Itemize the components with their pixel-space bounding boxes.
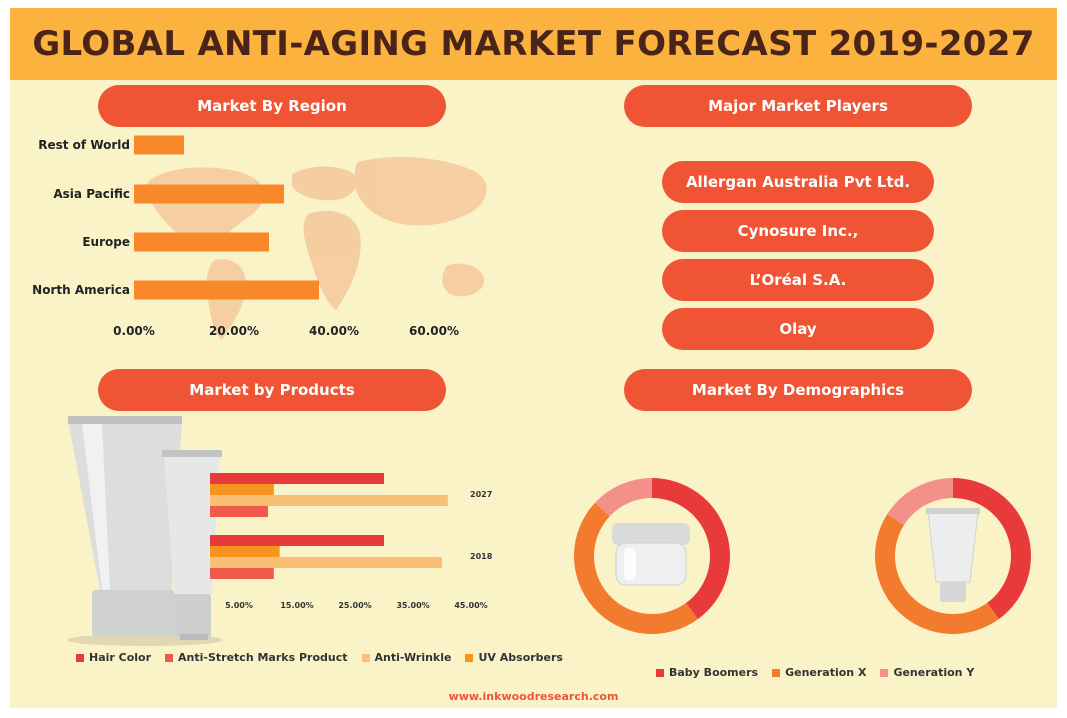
product-bar [210,484,274,495]
product-group-label: 2018 [470,552,493,561]
page-title: GLOBAL ANTI-AGING MARKET FORECAST 2019-2… [32,24,1035,64]
legend-baby-boomers: Baby Boomers [656,666,758,679]
jar-highlight [624,548,636,580]
legend-swatch [76,653,84,662]
region-category-label: Europe [82,235,130,249]
header-banner: GLOBAL ANTI-AGING MARKET FORECAST 2019-2… [10,8,1057,80]
legend-uv-absorbers: UV Absorbers [465,651,563,664]
demographics-section-title: Market By Demographics [624,369,972,411]
legend-swatch [772,668,781,677]
big-tube-cap [92,590,180,636]
demographics-legend: Baby Boomers Generation X Generation Y [656,666,974,679]
legend-anti-wrinkle: Anti-Wrinkle [361,651,452,664]
map-europe [292,166,357,201]
legend-swatch [465,653,474,662]
legend-label: Generation X [785,666,867,679]
cream-jar-icon [612,523,690,586]
region-tick-label: 40.00% [309,324,359,338]
small-tube-crimp [162,450,222,457]
legend-swatch [361,653,370,662]
legend-swatch [656,668,664,677]
footer-url[interactable]: www.inkwoodresearch.com [448,690,619,703]
players-section-title: Major Market Players [624,85,972,127]
map-africa [303,210,361,310]
big-tube-highlight [82,424,110,590]
product-bar [210,473,384,484]
player-olay: Olay [662,308,934,350]
products-bar-chart: 2027 2018 5.00% 15.00% 25.00% 35.00% 45.00% [67,416,493,646]
product-bar [210,568,274,579]
player-allergan: Allergan Australia Pvt Ltd. [662,161,934,203]
region-bar [134,280,319,300]
legend-label: Hair Color [89,651,152,664]
product-bar [210,506,268,517]
region-bar [134,135,184,155]
region-bar [134,184,284,204]
product-bar [210,546,280,557]
product-bar [210,495,448,506]
region-bar-chart: Rest of World Asia Pacific Europe North Ame… [32,135,487,340]
donut-slice-baby-boomers [953,478,1031,620]
legend-label: Anti-Stretch Marks Product [178,651,348,664]
player-loreal: L’Oréal S.A. [662,259,934,301]
map-australia [442,263,485,297]
legend-label: Anti-Wrinkle [374,651,452,664]
map-asia [354,157,487,226]
product-tick-label: 45.00% [454,601,487,610]
donut-slice-generation-x [875,514,999,634]
big-tube-crimp [68,416,182,424]
legend-label: UV Absorbers [478,651,563,664]
region-section-title: Market By Region [98,85,446,127]
legend-generation-x: Generation X [772,666,866,679]
region-bar [134,232,269,252]
donut-slice-generation-y [887,478,953,525]
products-legend: Hair Color Anti-Stretch Marks Product An… [76,651,563,664]
jar-lid [612,523,690,545]
product-group-label: 2027 [470,490,492,499]
map-south-america [206,259,246,340]
product-tick-label: 15.00% [280,601,313,610]
cream-tubes-icon [67,416,223,646]
product-tick-label: 5.00% [225,601,253,610]
small-tube-cap [177,594,211,638]
legend-swatch [880,668,889,677]
region-category-label: Rest of World [38,138,130,152]
tube-icon-cap [940,582,966,602]
tube-icon [926,508,980,602]
donut-slice-baby-boomers [652,478,730,620]
legend-hair-color: Hair Color [76,651,151,664]
donut-slice-generation-y [595,478,652,517]
product-bar [210,535,384,546]
infographic-canvas: GLOBAL ANTI-AGING MARKET FORECAST 2019-2… [10,8,1057,708]
region-tick-label: 20.00% [209,324,259,338]
small-tube-cap-base [180,634,208,640]
demographics-donut-charts [573,478,1031,635]
donut-slice-generation-x [573,502,698,635]
region-tick-label: 60.00% [409,324,459,338]
legend-swatch [165,653,174,662]
tube-icon-crimp [926,508,980,514]
legend-anti-stretch: Anti-Stretch Marks Product [165,651,348,664]
region-category-label: Asia Pacific [53,187,130,201]
legend-label: Generation Y [893,666,975,679]
player-cynosure: Cynosure Inc., [662,210,934,252]
small-tube-body [164,454,220,594]
region-category-label: North America [32,283,130,297]
legend-label: Baby Boomers [669,666,759,679]
products-section-title: Market by Products [98,369,446,411]
legend-generation-y: Generation Y [880,666,974,679]
product-tick-label: 25.00% [338,601,371,610]
tube-icon-body [927,511,979,583]
region-tick-label: 0.00% [113,324,155,338]
product-bar [210,557,442,568]
product-tick-label: 35.00% [396,601,429,610]
